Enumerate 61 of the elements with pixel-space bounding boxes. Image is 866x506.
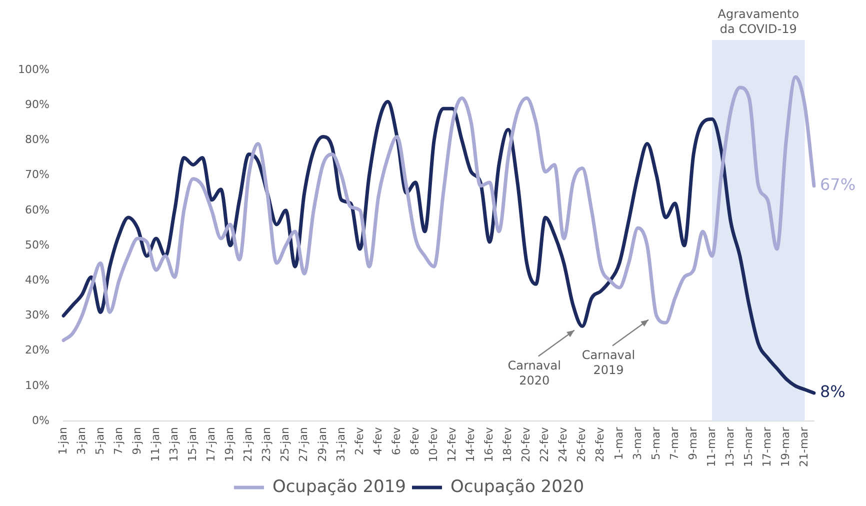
x-tick-label: 25-jan [278, 427, 292, 462]
x-tick-label: 29-jan [316, 427, 329, 462]
x-tick-label: 9-mar [686, 426, 700, 460]
data-label: 67% [820, 175, 856, 194]
x-tick-label: 31-jan [334, 427, 348, 462]
x-tick-label: 10-fev [426, 426, 440, 462]
x-tick-label: 22-fev [538, 426, 552, 462]
y-tick-label: 70% [24, 168, 50, 182]
x-tick-label: 6-fev [390, 426, 403, 456]
legend-label: Ocupação 2020 [450, 476, 584, 497]
x-tick-label: 15-mar [742, 426, 755, 468]
band-label: Agravamento da COVID-19 [718, 7, 800, 36]
x-tick-label: 19-mar [779, 426, 792, 468]
y-tick-label: 10% [24, 378, 50, 392]
x-tick-label: 8-fev [408, 426, 422, 456]
x-tick-label: 2-fev [352, 426, 366, 456]
x-tick-label: 27-jan [297, 427, 310, 462]
x-tick-label: 24-fev [556, 426, 570, 462]
y-tick-label: 100% [18, 62, 50, 76]
x-tick-label: 21-mar [798, 426, 811, 468]
x-tick-label: 12-fev [445, 426, 458, 462]
y-tick-label: 40% [24, 273, 50, 286]
x-tick-label: 7-mar [668, 426, 681, 460]
x-tick-label: 5-jan [93, 427, 106, 455]
legend-label: Ocupação 2019 [272, 476, 406, 497]
x-tick-label: 19-jan [223, 427, 236, 462]
y-tick-label: 80% [24, 133, 50, 146]
y-tick-label: 20% [24, 344, 50, 357]
x-tick-label: 20-fev [520, 426, 533, 462]
data-label: 8% [820, 382, 846, 402]
x-tick-label: 15-jan [186, 427, 200, 462]
x-tick-label: 1-mar [612, 426, 626, 460]
y-tick-label: 60% [24, 203, 50, 216]
x-tick-label: 3-jan [74, 427, 88, 455]
y-tick-label: 90% [24, 98, 50, 111]
y-tick-label: 0% [32, 414, 50, 427]
x-tick-label: 23-jan [260, 427, 274, 462]
x-tick-label: 3-mar [630, 426, 644, 460]
x-tick-label: 17-jan [204, 427, 218, 462]
x-tick-label: 18-fev [501, 426, 514, 462]
x-tick-label: 13-jan [168, 427, 180, 462]
line-series [62, 100, 816, 395]
x-tick-label: 1-jan [56, 427, 70, 455]
x-tick-label: 14-fev [464, 426, 478, 462]
x-tick-label: 28-fev [594, 426, 607, 462]
x-tick-label: 16-fev [482, 426, 496, 462]
x-tick-label: 21-jan [242, 427, 255, 462]
x-tick-label: 17-mar [760, 426, 774, 468]
annotation: Carnaval 2020 [508, 358, 561, 388]
x-tick-label: 5-mar [649, 426, 662, 460]
y-tick-label: 50% [24, 238, 50, 252]
annotation: Carnaval 2019 [582, 348, 636, 377]
x-tick-label: 7-jan [112, 427, 125, 455]
x-tick-label: 26-fev [575, 426, 588, 462]
x-tick-label: 13-mar [723, 426, 736, 468]
line-series [62, 75, 816, 342]
x-tick-label: 11-mar [704, 426, 718, 468]
y-tick-label: 30% [24, 308, 50, 322]
x-tick-label: 4-fev [371, 426, 384, 456]
x-tick-label: 11-jan [148, 427, 162, 462]
x-tick-label: 9-jan [130, 427, 144, 455]
